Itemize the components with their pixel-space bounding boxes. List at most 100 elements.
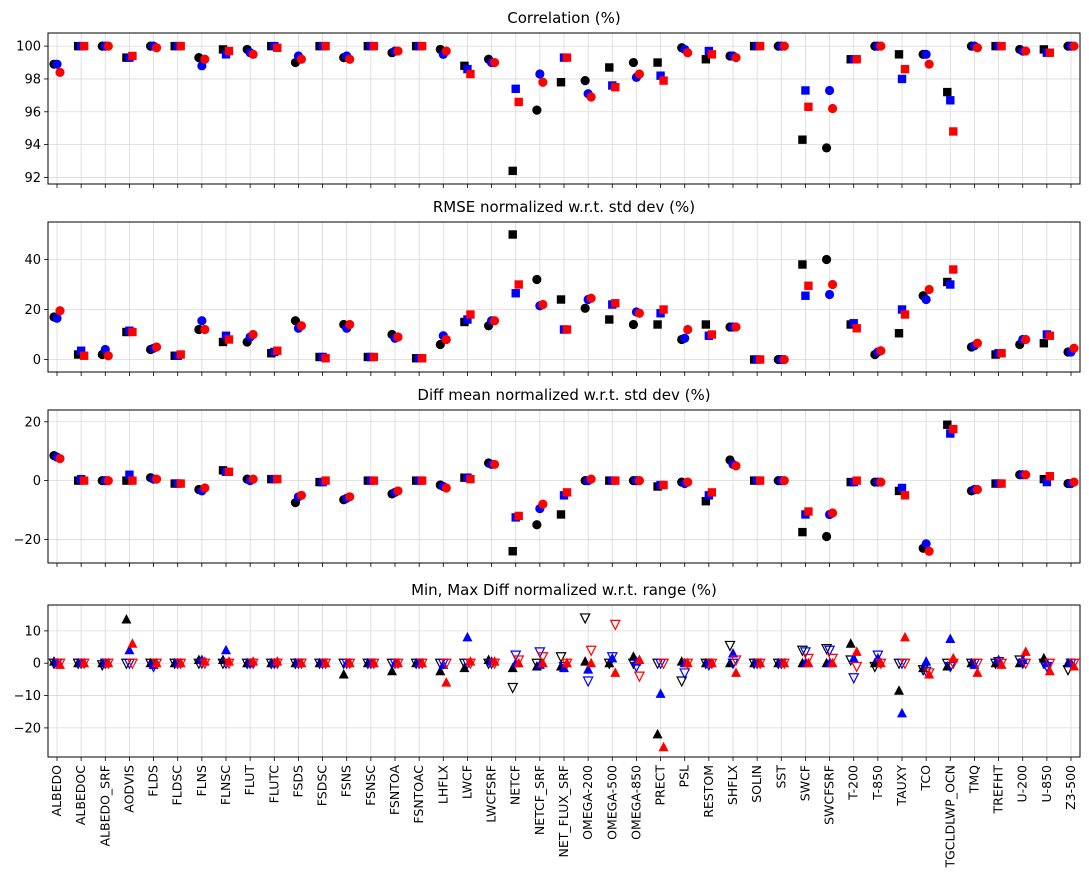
data-point-red [321,476,330,485]
data-point-blue [801,291,810,300]
data-point-red-min [971,658,984,670]
data-point-red [779,476,789,486]
data-point-red-max [441,677,452,687]
data-point-red-max [417,657,428,668]
axes-frame [47,221,1081,373]
data-point-red [659,305,668,314]
data-point-red-max [658,741,669,752]
data-point-blue [197,316,207,326]
data-point-red [393,486,403,496]
data-point-black [532,520,542,530]
data-point-red-min [150,658,163,670]
data-point-red [804,281,813,290]
data-point-red [79,351,89,360]
x-tick-label: FSNS [339,765,354,797]
x-tick-label: TCO [918,765,933,792]
y-tick-label: 94 [24,138,41,153]
data-point-red [417,41,427,51]
data-point-red [1021,334,1031,345]
data-point-blue [801,86,810,95]
data-point-red-min [1068,658,1080,670]
y-tick-label: 92 [24,171,41,186]
data-point-red-max [151,657,162,668]
x-tick-label: FSNSC [363,765,378,806]
data-point-red [128,327,137,337]
data-point-blue-max [559,662,569,673]
data-point-red [489,459,500,470]
data-point-red [924,284,934,295]
data-point-red-max [103,657,114,668]
data-point-black [532,274,542,285]
y-tick-label: 0 [33,474,41,489]
data-point-red-min [561,658,573,670]
data-point-red [586,92,596,102]
data-point-blue [680,333,690,343]
data-point-red [273,474,282,484]
data-point-red [1069,343,1079,353]
data-point-red-min [875,658,887,670]
data-point-blue [125,470,134,479]
data-point-red [949,265,958,274]
y-tick-label: 96 [24,105,41,120]
x-tick-label: TREFHT [991,765,1006,815]
data-point-red-min [223,658,235,670]
x-tick-label: U-200 [1015,765,1030,803]
data-point-blue [921,49,931,59]
data-point-red [466,474,475,484]
data-point-red-min [851,661,863,673]
data-point-red-max [924,669,935,679]
data-point-red-min [78,658,90,670]
data-point-red [538,499,548,509]
x-tick-label: OMEGA-500 [604,765,619,840]
data-point-red-max [296,657,307,668]
x-tick-label: SHFLX [725,765,740,805]
data-point-red [417,476,427,485]
data-point-red-min [754,658,766,670]
data-point-black [628,57,639,68]
data-point-black [122,476,131,485]
data-point-red [731,461,741,471]
data-point-red [321,354,330,363]
x-tick-label: ALBEDO_SRF [97,765,112,847]
data-point-red [248,474,258,484]
data-point-red-max [344,657,355,668]
data-point-blue [946,280,955,289]
panel-title: Correlation (%) [507,9,620,27]
data-point-red-max [513,657,524,668]
data-point-red [200,54,210,64]
data-point-red-min [682,658,694,670]
y-tick-label: 98 [24,72,41,87]
data-point-red-min [175,658,187,670]
data-point-blue-max [655,688,666,698]
data-point-black-min [507,682,519,694]
data-point-blue-max [921,656,932,666]
x-tick-label: NET_FLUX_SRF [556,765,571,857]
data-point-red [248,49,258,59]
data-point-blue [463,315,472,324]
data-point-red-min [344,658,356,670]
x-tick-label: ALBEDO [49,765,64,817]
x-tick-label: ALBEDOC [73,765,88,825]
y-tick-label: −20 [14,721,41,736]
data-point-red [707,330,717,339]
data-point-black [943,420,952,429]
data-point-red-max [562,657,572,668]
x-tick-label: LWCFSRF [484,765,499,823]
data-point-black [701,320,711,329]
data-point-red [949,127,958,136]
data-point-red [900,491,910,500]
data-point-red-max [368,657,379,668]
data-point-red [827,279,838,290]
data-point-red [514,280,523,289]
data-point-red [755,355,765,364]
data-point-red [369,352,379,362]
data-point-blue [656,71,665,80]
data-point-red [369,476,379,485]
data-point-red-min [295,658,308,670]
data-point-red [586,474,596,484]
y-tick-label: 0 [33,657,41,672]
data-point-red [586,293,596,303]
data-point-red [55,453,65,464]
y-tick-label: 20 [24,303,41,318]
